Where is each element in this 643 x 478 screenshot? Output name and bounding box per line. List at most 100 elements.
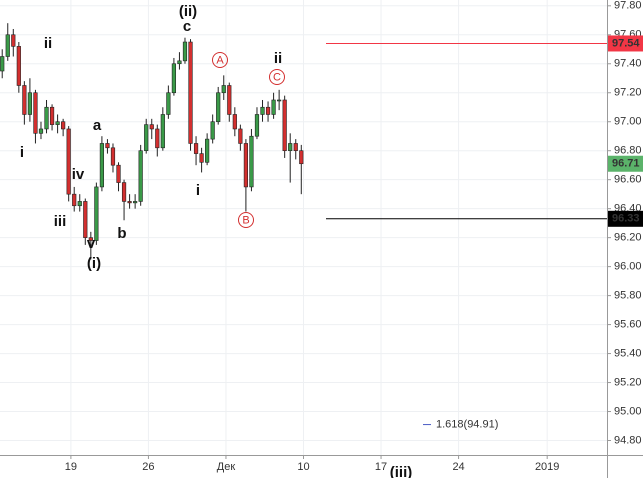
- x-tick-label: 24: [452, 461, 464, 473]
- candle-body: [193, 143, 199, 154]
- y-tick-label: 95.80: [614, 290, 642, 302]
- x-tick-label: Дек: [217, 461, 236, 473]
- wave-label: ii: [274, 50, 282, 67]
- candle-body: [238, 128, 243, 144]
- y-tick-label: 97.20: [614, 87, 642, 99]
- wave-label: iv: [72, 166, 85, 183]
- wave-label: ii: [44, 35, 52, 52]
- candle-body: [55, 121, 60, 125]
- candle-body: [121, 182, 127, 202]
- y-tick-label: 95.40: [614, 347, 642, 359]
- x-tick-label: 10: [297, 461, 309, 473]
- wave-label: v: [87, 235, 96, 252]
- wave-circle: [238, 212, 254, 228]
- last-price-label: 96.71: [612, 158, 640, 170]
- candle-body: [27, 92, 33, 115]
- candle-body: [260, 106, 265, 115]
- candle-body: [99, 143, 105, 188]
- candle-body: [265, 106, 271, 115]
- candle-body: [138, 150, 143, 202]
- candle-body: [216, 92, 221, 123]
- candle-body: [293, 143, 298, 152]
- candle-body: [149, 124, 154, 130]
- candle-body: [243, 143, 249, 188]
- y-tick-label: 96.60: [614, 174, 642, 186]
- candle-body: [210, 121, 215, 140]
- candle-body: [33, 92, 38, 134]
- candle-body: [49, 106, 55, 125]
- candle-body: [94, 186, 99, 241]
- last-price-box: [608, 155, 643, 172]
- candle-body: [66, 128, 71, 195]
- y-tick-label: 95.60: [614, 318, 642, 330]
- candle-body: [271, 99, 276, 115]
- x-tick-label: 2019: [535, 461, 559, 473]
- candle-body: [171, 63, 177, 94]
- candle-body: [5, 34, 10, 57]
- candle-body: [83, 201, 88, 238]
- wave-label: i: [196, 182, 200, 199]
- candle-body: [249, 135, 254, 188]
- candle-body: [199, 153, 204, 163]
- wave-label: A: [216, 54, 224, 66]
- y-tick-label: 96.80: [614, 145, 642, 157]
- wave-label: iii: [54, 213, 67, 230]
- fib-label: 1.618(94.91): [436, 418, 498, 430]
- candle-body: [11, 34, 16, 47]
- candle-body: [77, 201, 82, 207]
- candle-body: [232, 114, 237, 130]
- y-tick-label: 96.20: [614, 232, 642, 244]
- candle-body: [0, 56, 5, 72]
- y-tick-label: 97.00: [614, 116, 642, 128]
- candle-body: [205, 138, 210, 163]
- wave-label: b: [117, 225, 126, 242]
- y-tick-label: 95.00: [614, 405, 642, 417]
- candle-body: [254, 114, 260, 137]
- wave-label: C: [273, 71, 281, 83]
- candle-body: [299, 150, 304, 165]
- wave-label: (iii): [390, 464, 413, 478]
- x-tick-label: 26: [142, 461, 154, 473]
- candle-body: [155, 128, 160, 149]
- candle-body: [38, 128, 44, 134]
- candle-body: [177, 60, 182, 65]
- price-box-label: 96.33: [612, 213, 640, 225]
- candle-body: [61, 121, 66, 130]
- x-tick-label: 17: [375, 461, 387, 473]
- candle-body: [88, 237, 93, 241]
- candle-body: [22, 85, 27, 115]
- price-box: [608, 210, 643, 227]
- y-tick-label: 94.80: [614, 434, 642, 446]
- price-box-label: 97.54: [612, 37, 640, 49]
- candle-body: [166, 92, 171, 115]
- candle-body: [221, 85, 226, 94]
- y-tick-label: 96.00: [614, 261, 642, 273]
- candle-body: [144, 124, 149, 152]
- candle-body: [182, 41, 188, 62]
- y-tick-label: 95.20: [614, 376, 642, 388]
- wave-label: i: [20, 144, 24, 161]
- candle-body: [44, 106, 49, 130]
- price-box: [608, 35, 643, 52]
- candle-body: [227, 85, 232, 115]
- candle-body: [127, 201, 132, 204]
- candle-body: [288, 143, 293, 152]
- x-tick-label: 19: [65, 461, 77, 473]
- wave-label: a: [93, 117, 102, 134]
- candle-body: [277, 99, 282, 102]
- candle-body: [116, 164, 121, 183]
- wave-label: c: [183, 18, 191, 35]
- candle-body: [133, 201, 138, 204]
- wave-circle: [212, 52, 228, 68]
- candle-body: [282, 99, 287, 152]
- wave-label: B: [242, 214, 249, 226]
- wave-circle: [269, 69, 285, 85]
- candle-body: [72, 193, 77, 207]
- wave-label: (ii): [179, 3, 197, 20]
- candle-body: [16, 46, 21, 86]
- candle-body: [105, 143, 110, 149]
- candle-body: [188, 41, 193, 144]
